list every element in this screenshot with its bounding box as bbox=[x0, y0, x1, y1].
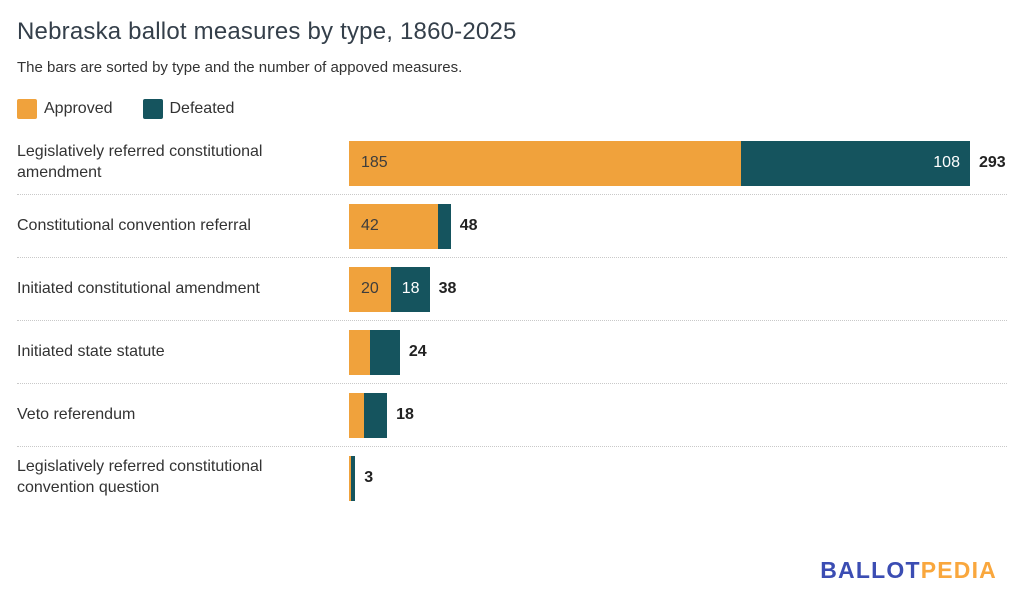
approved-value-label: 42 bbox=[361, 217, 379, 234]
category-label: Legislatively referred constitutional am… bbox=[17, 143, 263, 181]
stacked-bar: 185 108 bbox=[349, 140, 970, 186]
approved-segment bbox=[349, 455, 352, 501]
stacked-bar bbox=[349, 392, 388, 438]
legend-item-approved: Approved bbox=[17, 99, 113, 119]
bar-track: 42 48 bbox=[349, 203, 1007, 249]
approved-value-label: 20 bbox=[361, 280, 379, 297]
legend: Approved Defeated bbox=[17, 97, 1007, 121]
category-label: Constitutional convention referral bbox=[17, 216, 251, 234]
approved-segment: 42 bbox=[349, 203, 438, 249]
defeated-segment bbox=[351, 455, 356, 501]
chart-row: Initiated constitutional amendment 20 18 38 bbox=[17, 258, 1007, 321]
logo-pedia-text: PEDIA bbox=[920, 557, 997, 583]
defeated-value-label: 18 bbox=[401, 280, 420, 297]
stacked-bar: 20 18 bbox=[349, 266, 430, 312]
total-value-label: 38 bbox=[438, 280, 457, 297]
approved-segment: 185 bbox=[349, 140, 742, 186]
legend-label: Defeated bbox=[169, 100, 235, 117]
approved-segment bbox=[349, 392, 364, 438]
approved-value-label: 185 bbox=[361, 154, 388, 171]
logo-ballot-text: BALLOT bbox=[820, 557, 921, 583]
ballotpedia-logo: BALLOTPEDIA bbox=[820, 557, 997, 584]
bar-track: 18 bbox=[349, 392, 1007, 438]
total-value-label: 3 bbox=[364, 469, 374, 486]
defeated-segment bbox=[363, 392, 388, 438]
total-value-label: 18 bbox=[396, 406, 414, 423]
approved-segment bbox=[349, 329, 371, 375]
defeated-segment: 18 bbox=[391, 266, 430, 312]
chart-row: Constitutional convention referral 42 48 bbox=[17, 195, 1007, 258]
chart-row: Veto referendum 18 bbox=[17, 384, 1007, 447]
approved-swatch-icon bbox=[17, 99, 37, 119]
chart-row: Legislatively referred constitutional am… bbox=[17, 132, 1007, 195]
bar-track: 20 18 38 bbox=[349, 266, 1007, 312]
total-value-label: 24 bbox=[408, 343, 427, 360]
chart-container: Nebraska ballot measures by type, 1860-2… bbox=[17, 18, 1007, 509]
chart-subtitle: The bars are sorted by type and the numb… bbox=[17, 59, 463, 76]
stacked-bar bbox=[349, 455, 356, 501]
category-label: Initiated state statute bbox=[17, 342, 165, 360]
chart-row: Initiated state statute 24 bbox=[17, 321, 1007, 384]
chart-title: Nebraska ballot measures by type, 1860-2… bbox=[17, 18, 517, 45]
stacked-bar bbox=[349, 329, 400, 375]
total-value-label: 293 bbox=[978, 154, 1006, 171]
legend-label: Approved bbox=[44, 100, 113, 117]
bar-track: 185 108 293 bbox=[349, 140, 1007, 186]
bar-track: 24 bbox=[349, 329, 1007, 375]
defeated-segment bbox=[370, 329, 400, 375]
stacked-bar: 42 bbox=[349, 203, 451, 249]
legend-item-defeated: Defeated bbox=[142, 99, 235, 119]
defeated-swatch-icon bbox=[142, 99, 163, 119]
total-value-label: 48 bbox=[459, 217, 478, 234]
approved-segment: 20 bbox=[349, 266, 392, 312]
chart-row: Legislatively referred constitutional co… bbox=[17, 447, 1007, 509]
defeated-segment: 108 bbox=[741, 140, 970, 186]
defeated-segment bbox=[438, 203, 451, 249]
category-label: Veto referendum bbox=[17, 405, 136, 423]
defeated-value-label: 108 bbox=[933, 154, 960, 171]
category-label: Legislatively referred constitutional co… bbox=[17, 458, 263, 496]
chart-rows: Legislatively referred constitutional am… bbox=[17, 132, 1007, 509]
category-label: Initiated constitutional amendment bbox=[17, 279, 260, 297]
bar-track: 3 bbox=[349, 455, 1007, 501]
